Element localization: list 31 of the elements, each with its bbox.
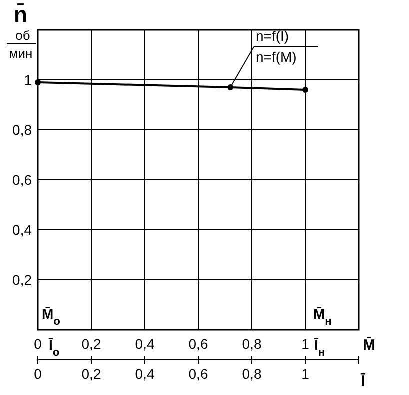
y-axis-title: n̄ bbox=[14, 2, 28, 27]
annotation: M̄$_{o}$ bbox=[42, 306, 61, 328]
y-tick-label: 0,6 bbox=[12, 172, 32, 188]
text: Ī$_{н}$ bbox=[314, 337, 326, 359]
x2-tick-label: 0,6 bbox=[188, 366, 208, 382]
annotation: n=f(I) bbox=[256, 28, 290, 44]
x-tick-label: 0,2 bbox=[82, 336, 102, 352]
x-tick-label: 0 bbox=[34, 336, 42, 352]
annotation: M̄$_{н}$ bbox=[314, 306, 332, 328]
x-tick-label: 1 bbox=[302, 336, 310, 352]
y-tick-label: 0,8 bbox=[12, 122, 32, 138]
x2-tick-label: 0 bbox=[34, 366, 42, 382]
x-tick-label: 0,6 bbox=[188, 336, 208, 352]
text: Ī$_{o}$ bbox=[48, 337, 60, 359]
x2-tick-label: 1 bbox=[302, 366, 310, 382]
point bbox=[228, 84, 234, 90]
x2-tick-label: 0,8 bbox=[242, 366, 262, 382]
point bbox=[302, 87, 308, 93]
text: мин bbox=[9, 46, 33, 61]
point bbox=[35, 80, 41, 86]
x-tick-label: 0,8 bbox=[242, 336, 262, 352]
x2-tick-label: 0,4 bbox=[135, 366, 155, 382]
x2-tick-label: 0,2 bbox=[82, 366, 102, 382]
y-tick-label: 0,2 bbox=[12, 272, 32, 288]
y-tick-label: 0,4 bbox=[12, 222, 32, 238]
x-axis-title: M̄ bbox=[363, 337, 376, 354]
annotation: n=f(M) bbox=[256, 49, 297, 65]
x-tick-label: 0,4 bbox=[135, 336, 155, 352]
y-tick-label: 1 bbox=[24, 72, 32, 88]
x2-axis-title: Ī bbox=[360, 373, 366, 390]
text: об bbox=[16, 28, 30, 43]
